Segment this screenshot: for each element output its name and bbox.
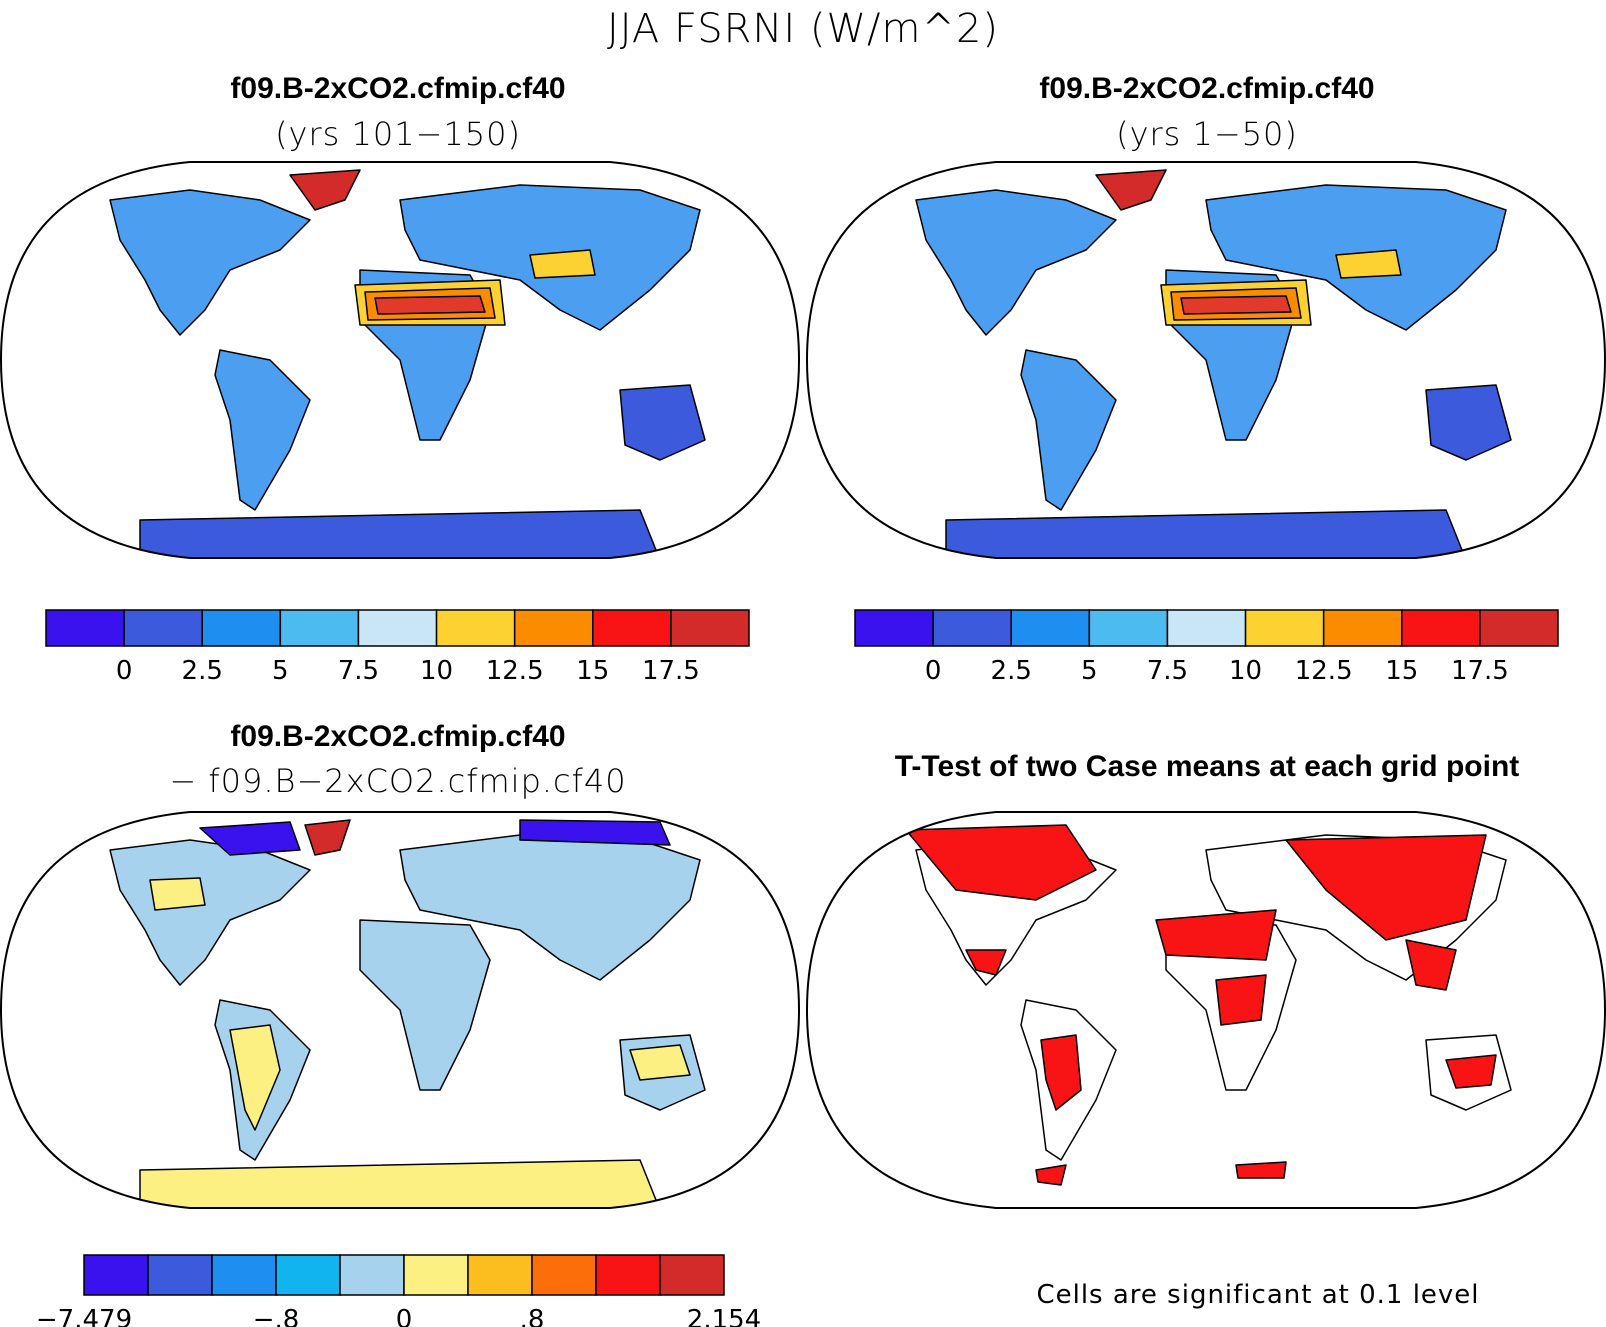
colorbar-tick-label: 10 bbox=[420, 656, 453, 686]
colorbar-swatch bbox=[403, 1254, 469, 1296]
colorbar-swatch bbox=[45, 609, 125, 647]
colorbar-swatch bbox=[659, 1254, 725, 1296]
panel1-title: f09.B-2xCO2.cfmip.cf40 bbox=[230, 72, 566, 105]
colorbar-swatch bbox=[83, 1254, 149, 1296]
map-case2 bbox=[806, 161, 1606, 559]
significant-cells bbox=[905, 824, 1497, 1186]
colorbar-tick-label: 15 bbox=[1385, 656, 1418, 686]
land-base bbox=[109, 819, 706, 1208]
colorbar-difference: −7.479 −.8 0 .8 2.154 bbox=[36, 1254, 761, 1327]
colorbar-swatch bbox=[932, 609, 1012, 647]
colorbar-case1: 0 2.5 5 7.5 10 12.5 15 17.5 bbox=[45, 609, 750, 686]
colorbar-tick-label: 17.5 bbox=[642, 656, 700, 686]
colorbar-tick-label: 0 bbox=[396, 1305, 413, 1327]
colorbar-swatch bbox=[595, 1254, 661, 1296]
colorbar-swatch bbox=[531, 1254, 597, 1296]
colorbar-swatch bbox=[592, 609, 672, 647]
colorbar-tick-label: 0 bbox=[925, 656, 942, 686]
desert-region bbox=[1160, 249, 1402, 326]
colorbar-swatch bbox=[275, 1254, 341, 1296]
figure-title: JJA FSRNI (W/m^2) bbox=[606, 6, 1000, 52]
colorbar-tick-label: 0 bbox=[116, 656, 133, 686]
colorbar-tick-label: 15 bbox=[576, 656, 609, 686]
colorbar-swatch bbox=[1166, 609, 1247, 647]
map-case1 bbox=[0, 161, 800, 559]
colorbar-swatch bbox=[467, 1254, 533, 1296]
colorbar-tick-label: 12.5 bbox=[486, 656, 544, 686]
colorbar-swatch bbox=[201, 609, 282, 647]
colorbar-tick-label: 7.5 bbox=[338, 656, 379, 686]
colorbar-case2: 0 2.5 5 7.5 10 12.5 15 17.5 bbox=[854, 609, 1559, 686]
colorbar-swatch bbox=[123, 609, 203, 647]
colorbar-swatch bbox=[279, 609, 360, 647]
colorbar-swatch bbox=[211, 1254, 277, 1296]
positive-anomaly-region bbox=[149, 877, 691, 1131]
colorbar-swatch bbox=[1401, 609, 1481, 647]
map-ttest bbox=[806, 811, 1606, 1209]
colorbar-tick-label: 12.5 bbox=[1295, 656, 1353, 686]
ttest-footnote: Cells are significant at 0.1 level bbox=[1036, 1280, 1480, 1310]
colorbar-tick-label: 10 bbox=[1229, 656, 1262, 686]
colorbar-swatch bbox=[1322, 609, 1403, 647]
colorbar-tick-label: 5 bbox=[272, 656, 289, 686]
panel2-subtitle: (yrs 1−50) bbox=[1116, 115, 1298, 153]
map-difference bbox=[0, 811, 800, 1209]
desert-region bbox=[354, 249, 596, 326]
panel3-title: f09.B-2xCO2.cfmip.cf40 bbox=[230, 720, 566, 753]
colorbar-tick-label: 2.5 bbox=[182, 656, 223, 686]
colorbar-swatch bbox=[854, 609, 934, 647]
colorbar-swatch bbox=[339, 1254, 405, 1296]
panel4-title: T-Test of two Case means at each grid po… bbox=[894, 750, 1520, 783]
colorbar-tick-label: −7.479 bbox=[36, 1305, 132, 1327]
colorbar-tick-label: .8 bbox=[520, 1305, 545, 1327]
colorbar-tick-label: 17.5 bbox=[1451, 656, 1509, 686]
land-base bbox=[915, 169, 1512, 558]
colorbar-swatch bbox=[357, 609, 438, 647]
colorbar-swatch bbox=[513, 609, 594, 647]
colorbar-tick-label: 7.5 bbox=[1147, 656, 1188, 686]
colorbar-swatch bbox=[1088, 609, 1169, 647]
colorbar-swatch bbox=[1479, 609, 1559, 647]
panel2-title: f09.B-2xCO2.cfmip.cf40 bbox=[1039, 72, 1375, 105]
colorbar-swatch bbox=[1010, 609, 1091, 647]
colorbar-swatch bbox=[435, 609, 516, 647]
colorbar-swatch bbox=[147, 1254, 213, 1296]
panel3-subtitle: − f09.B−2xCO2.cfmip.cf40 bbox=[169, 762, 627, 800]
panel1-subtitle: (yrs 101−150) bbox=[275, 115, 521, 153]
colorbar-tick-label: −.8 bbox=[253, 1305, 300, 1327]
land-base bbox=[109, 169, 706, 558]
colorbar-swatch bbox=[670, 609, 750, 647]
colorbar-tick-label: 5 bbox=[1081, 656, 1098, 686]
colorbar-swatch bbox=[1244, 609, 1325, 647]
colorbar-tick-label: 2.154 bbox=[687, 1305, 761, 1327]
colorbar-tick-label: 2.5 bbox=[991, 656, 1032, 686]
